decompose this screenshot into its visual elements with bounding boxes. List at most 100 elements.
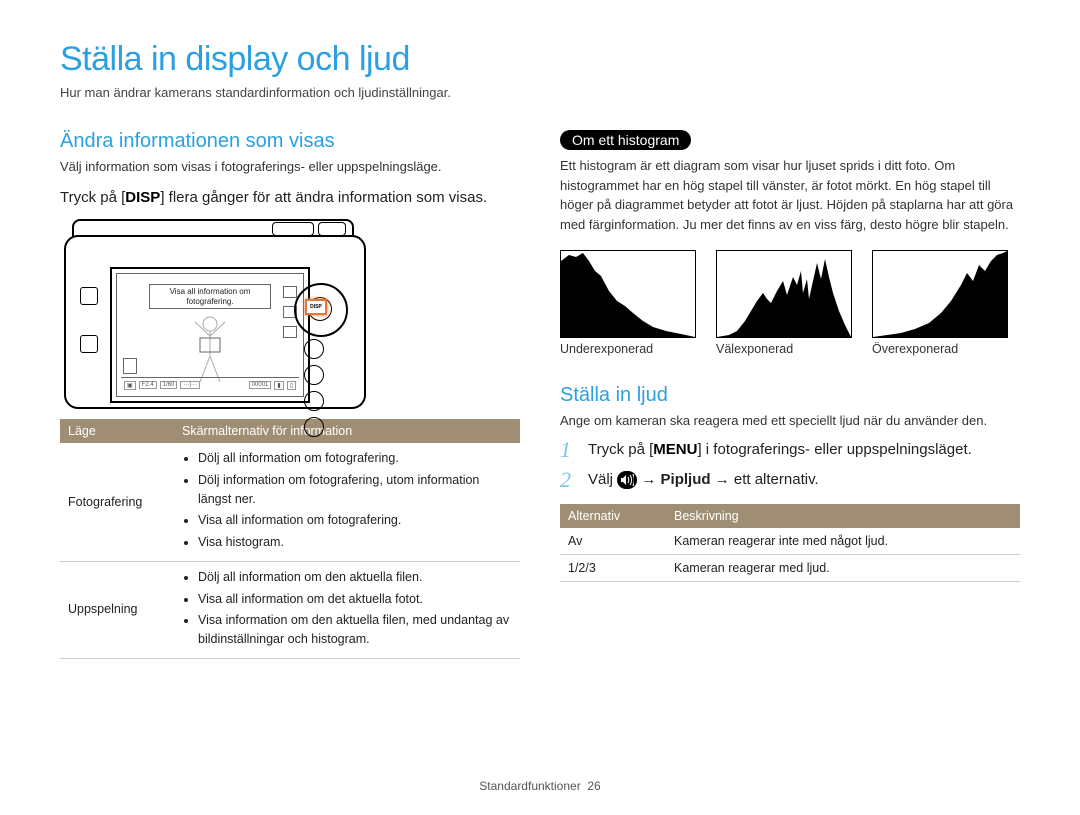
- histogram-box: [716, 250, 852, 338]
- desc-cell: Kameran reagerar inte med något ljud.: [666, 528, 1020, 555]
- histogram-text: Ett histogram är ett diagram som visar h…: [560, 156, 1020, 234]
- list-item: Dölj all information om den aktuella fil…: [198, 568, 512, 587]
- camera-illustration: Visa all information om fotografering.: [60, 219, 366, 409]
- step2-post: ett alternativ.: [734, 471, 819, 488]
- histogram-chart: [873, 251, 1007, 337]
- left-btn-1: [80, 287, 98, 305]
- lcd-left-icon: [123, 358, 137, 374]
- info-table-head: Läge Skärmalternativ för information: [60, 419, 520, 443]
- step2-pre: Välj: [588, 471, 617, 488]
- sound-heading: Ställa in ljud: [560, 384, 1020, 407]
- lcd-mode-icon: ▣: [124, 381, 136, 390]
- histogram-poly: [873, 251, 1007, 337]
- desc-cell: Kameran reagerar med ljud.: [666, 554, 1020, 581]
- histogram-label: Välexponerad: [716, 342, 852, 356]
- lcd-counter: 00001: [249, 381, 272, 389]
- small-buttons: [304, 339, 344, 437]
- histogram-chart: [717, 251, 851, 337]
- step-number: 1: [560, 439, 578, 461]
- histogram-item-correct: Välexponerad: [716, 250, 852, 356]
- lcd-icon-1: [283, 286, 297, 298]
- left-heading: Ändra informationen som visas: [60, 130, 520, 153]
- step-text: Tryck på [MENU] i fotograferings- eller …: [588, 439, 972, 462]
- lcd-battery-icon: ▮: [274, 381, 283, 390]
- page-title: Ställa in display och ljud: [60, 40, 1020, 79]
- histogram-row: Underexponerad Välexponerad: [560, 250, 1020, 356]
- step-2: 2 Välj → Pipljud → ett alternativ.: [560, 469, 1020, 492]
- step2-bold: Pipljud: [661, 471, 711, 488]
- table-row: 1/2/3 Kameran reagerar med ljud.: [560, 554, 1020, 581]
- table-row: Uppspelning Dölj all information om den …: [60, 561, 520, 658]
- small-btn-1: [304, 339, 324, 359]
- list-item: Dölj information om fotografering, utom …: [198, 471, 512, 509]
- step2-arrow1: →: [637, 471, 660, 488]
- list-item: Dölj all information om fotografering.: [198, 449, 512, 468]
- lcd-shutter: 1/60: [160, 381, 178, 389]
- lcd-card-icon: ▯: [287, 381, 296, 390]
- shutter-knob: [272, 222, 314, 236]
- options-cell: Dölj all information om fotografering. D…: [174, 443, 520, 561]
- disp-key-label: DISP: [125, 187, 160, 210]
- menu-key-label: MENU: [653, 439, 697, 462]
- step-1: 1 Tryck på [MENU] i fotograferings- elle…: [560, 439, 1020, 462]
- histogram-label: Överexponerad: [872, 342, 1008, 356]
- left-btn-2: [80, 335, 98, 353]
- two-column-layout: Ändra informationen som visas Välj infor…: [60, 130, 1020, 659]
- left-intro: Välj information som visas i fotograferi…: [60, 157, 520, 177]
- lcd-ev-scale: ···|···: [180, 381, 200, 389]
- footer-page-number: 26: [587, 779, 600, 793]
- lcd-msg-line2: fotografering.: [150, 297, 270, 307]
- lcd-frame: Visa all information om fotografering.: [110, 267, 310, 403]
- small-btn-4: [304, 417, 324, 437]
- opt-cell: Av: [560, 528, 666, 555]
- instruction-post: ] flera gånger för att ändra information…: [160, 189, 487, 206]
- list-item: Visa information om den aktuella filen, …: [198, 611, 512, 649]
- lcd-msg-line1: Visa all information om: [150, 287, 270, 297]
- options-list: Dölj all information om den aktuella fil…: [182, 568, 512, 649]
- table-row: Av Kameran reagerar inte med något ljud.: [560, 528, 1020, 555]
- list-item: Visa all information om fotografering.: [198, 511, 512, 530]
- histogram-box: [560, 250, 696, 338]
- instruction-pre: Tryck på [: [60, 189, 125, 206]
- camera-body: Visa all information om fotografering.: [64, 235, 366, 409]
- options-list: Dölj all information om fotografering. D…: [182, 449, 512, 552]
- small-btn-2: [304, 365, 324, 385]
- lcd-message-box: Visa all information om fotografering.: [149, 284, 271, 309]
- info-th-mode: Läge: [60, 419, 174, 443]
- person-silhouette-icon: [180, 314, 240, 384]
- table-row: Fotografering Dölj all information om fo…: [60, 443, 520, 561]
- histogram-item-over: Överexponerad: [872, 250, 1008, 356]
- sound-icon: [617, 471, 637, 489]
- opt-cell: 1/2/3: [560, 554, 666, 581]
- histogram-poly: [561, 253, 695, 337]
- lcd-icon-3: [283, 326, 297, 338]
- histogram-item-under: Underexponerad: [560, 250, 696, 356]
- info-table: Läge Skärmalternativ för information Fot…: [60, 419, 520, 659]
- step1-pre: Tryck på [: [588, 441, 653, 458]
- opt-th-desc: Beskrivning: [666, 504, 1020, 528]
- step-text: Välj → Pipljud → ett alternativ.: [588, 469, 819, 492]
- lcd-inner: Visa all information om fotografering.: [116, 273, 304, 397]
- mode-cell: Uppspelning: [60, 561, 174, 658]
- info-th-options: Skärmalternativ för information: [174, 419, 520, 443]
- page: Ställa in display och ljud Hur man ändra…: [0, 0, 1080, 815]
- right-column: Om ett histogram Ett histogram är ett di…: [560, 130, 1020, 659]
- opt-table-head: Alternativ Beskrivning: [560, 504, 1020, 528]
- step2-arrow2: →: [711, 471, 734, 488]
- step-number: 2: [560, 469, 578, 491]
- options-table: Alternativ Beskrivning Av Kameran reager…: [560, 504, 1020, 582]
- mode-dial-top: [318, 222, 346, 236]
- disp-button-highlight: DISP: [305, 299, 327, 315]
- mode-cell: Fotografering: [60, 443, 174, 561]
- left-controls: [80, 287, 98, 347]
- list-item: Visa all information om det aktuella fot…: [198, 590, 512, 609]
- histogram-chart: [561, 251, 695, 337]
- page-subtitle: Hur man ändrar kamerans standardinformat…: [60, 85, 1020, 100]
- histogram-heading: Om ett histogram: [560, 130, 691, 150]
- sound-intro: Ange om kameran ska reagera med ett spec…: [560, 411, 1020, 431]
- left-column: Ändra informationen som visas Välj infor…: [60, 130, 520, 659]
- small-btn-3: [304, 391, 324, 411]
- footer: Standardfunktioner 26: [0, 779, 1080, 793]
- left-instruction: Tryck på [DISP] flera gånger för att änd…: [60, 187, 520, 210]
- step1-post: ] i fotograferings- eller uppspelningslä…: [697, 441, 971, 458]
